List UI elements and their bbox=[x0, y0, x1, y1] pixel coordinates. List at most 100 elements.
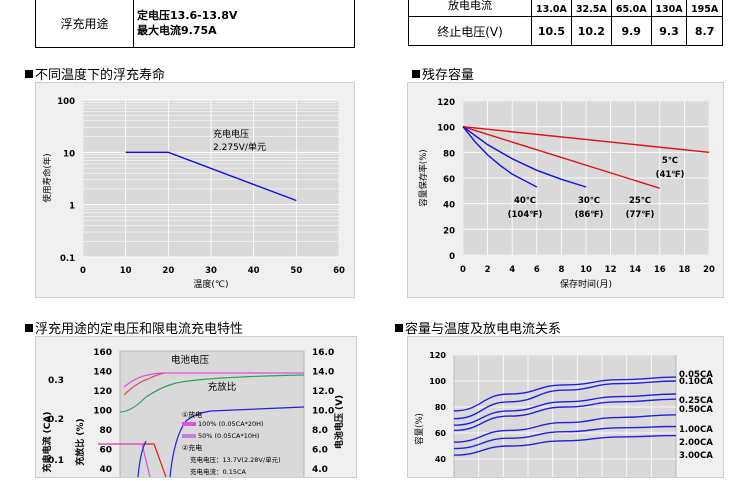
y-axis-label: 使用寿命(年) bbox=[42, 153, 53, 202]
x-tick-label: 50 bbox=[290, 266, 302, 276]
left-tick-label: 60 bbox=[99, 446, 112, 456]
x-tick-label: 2 bbox=[485, 265, 491, 275]
y-tick-label: 100 bbox=[437, 124, 455, 134]
x-tick-label: 12 bbox=[605, 265, 617, 275]
annotation-label: 充电电压 bbox=[213, 128, 249, 140]
x-tick-label: 60 bbox=[333, 266, 345, 276]
charge-label: ②充电 bbox=[182, 443, 202, 452]
x-tick-label: 18 bbox=[678, 265, 690, 275]
series-label: 2.00CA bbox=[679, 438, 713, 448]
series-line bbox=[462, 125, 710, 154]
x-tick-label: 10 bbox=[120, 266, 132, 276]
y-axis-label-right: 电池电压 (V) bbox=[333, 395, 345, 449]
series-line bbox=[453, 414, 677, 443]
left-tick-label: 40 bbox=[99, 465, 112, 475]
ratio-curve-100 bbox=[123, 372, 304, 388]
x-tick-label: 8 bbox=[558, 265, 564, 275]
spec-table-right: 放电电流 13.0A 32.5A 65.0A 130A 195A 终止电压(V)… bbox=[408, 0, 723, 46]
left-tick-label: 80 bbox=[99, 426, 112, 436]
series-label: 1.00CA bbox=[679, 425, 713, 435]
voltage-cell: 8.7 bbox=[686, 16, 723, 46]
y-tick-label: 10 bbox=[63, 149, 75, 159]
legend-swatch-100 bbox=[182, 422, 196, 426]
left2-tick-label: 0.1 bbox=[48, 456, 64, 466]
voltage-curve bbox=[119, 374, 305, 413]
x-tick-label: 16 bbox=[654, 265, 666, 275]
ratio-label: 充放比 bbox=[208, 381, 237, 393]
series-label: 5℃ bbox=[662, 156, 678, 166]
float-life-panel: 100 10 1 0.1 0 10 20 30 40 50 60 充电电压 2.275V/单元 温度(℃)… bbox=[35, 82, 355, 298]
current-cell: 65.0A bbox=[610, 0, 652, 17]
y-tick-label: 80 bbox=[443, 149, 455, 159]
y-tick-label: 120 bbox=[429, 351, 446, 360]
right-tick-label: 4.0 bbox=[312, 465, 328, 475]
section-title-residual: 残存容量 bbox=[412, 64, 474, 83]
series-line bbox=[462, 126, 538, 188]
y-axis-label-left2: 充放比 (%) bbox=[74, 418, 86, 465]
series-line bbox=[462, 125, 661, 189]
current-cell: 130A bbox=[650, 0, 688, 17]
left-tick-label: 140 bbox=[93, 368, 112, 378]
y-tick-label: 100 bbox=[57, 97, 75, 107]
discharge-curve bbox=[169, 406, 305, 478]
legend-100: 100% (0.05CA*20H) bbox=[198, 420, 264, 428]
x-tick-label: 0 bbox=[80, 266, 86, 276]
y-tick-label: 120 bbox=[437, 98, 455, 108]
y-tick-label: 60 bbox=[443, 175, 455, 185]
voltage-cell: 9.9 bbox=[610, 16, 652, 46]
y-tick-label: 40 bbox=[443, 201, 455, 211]
right-tick-label: 16.0 bbox=[312, 348, 334, 358]
current-cell: 195A bbox=[686, 0, 723, 17]
y-axis-label: 容量保存率(%) bbox=[418, 149, 429, 206]
spec-table-left: 浮充用途 定电压13.6-13.8V 最大电流9.75A bbox=[35, 0, 355, 48]
discharge-current-label: 放电电流 bbox=[408, 0, 532, 17]
y-tick-label: 60 bbox=[435, 429, 447, 438]
x-tick-label: 6 bbox=[534, 265, 540, 275]
left-tick-label: 120 bbox=[93, 387, 112, 397]
current-line-50 bbox=[98, 443, 151, 478]
right-tick-label: 8.0 bbox=[312, 426, 328, 436]
x-tick-label: 10 bbox=[580, 265, 592, 275]
discharge-label: ①放电 bbox=[182, 410, 202, 419]
series-label: 3.00CA bbox=[679, 451, 713, 461]
series-line bbox=[453, 393, 677, 426]
y-tick-label: 0.1 bbox=[60, 254, 75, 264]
series-line bbox=[462, 126, 587, 188]
voltage-cell: 10.5 bbox=[531, 16, 572, 46]
left-tick-label: 100 bbox=[93, 407, 112, 417]
plot-area bbox=[453, 354, 677, 481]
spec-voltage: 定电压13.6-13.8V bbox=[137, 9, 238, 22]
x-axis-label: 保存时间(月) bbox=[560, 278, 612, 290]
x-axis-label: 温度(℃) bbox=[193, 278, 228, 290]
voltage-cell: 10.2 bbox=[570, 16, 612, 46]
x-tick-label: 30 bbox=[205, 266, 217, 276]
left2-tick-label: 0.3 bbox=[48, 376, 64, 386]
right-tick-label: 12.0 bbox=[312, 387, 334, 397]
series-line bbox=[453, 425, 677, 450]
right-tick-label: 6.0 bbox=[312, 446, 328, 456]
charge-voltage-label: 充电电压：13.7V(2.28V/单元) bbox=[190, 455, 281, 464]
x-tick-label: 4 bbox=[509, 265, 515, 275]
series-line bbox=[453, 398, 677, 432]
y-axis-label-left: 充电电流 (CA) bbox=[41, 412, 53, 473]
section-title-float-life: 不同温度下的浮充寿命 bbox=[25, 64, 165, 83]
series-label: 0.10CA bbox=[679, 377, 713, 387]
y-tick-label: 40 bbox=[435, 455, 447, 464]
series-line bbox=[453, 380, 677, 420]
series-label: 25℃ bbox=[629, 196, 651, 206]
series-label: (86℉) bbox=[575, 210, 604, 220]
y-tick-label: 100 bbox=[429, 377, 446, 386]
x-tick-label: 40 bbox=[248, 266, 260, 276]
y-axis-label: 容量(%) bbox=[414, 413, 425, 445]
series-label: 0.50CA bbox=[679, 405, 713, 415]
right-tick-label: 14.0 bbox=[312, 368, 334, 378]
spec-current: 最大电流9.75A bbox=[137, 24, 217, 37]
capacity-panel: 120 100 80 60 40 0.05CA 0.10CA 0.25CA 0.50CA 1.00… bbox=[407, 336, 724, 481]
charge-panel: 160 140 120 100 80 60 40 16.0 14.0 12.0 10.0 8.0 6.0… bbox=[35, 336, 357, 481]
series-label: 30℃ bbox=[578, 196, 600, 206]
legend-50: 50% (0.05CA*10H) bbox=[198, 432, 259, 440]
end-voltage-label: 终止电压(V) bbox=[408, 16, 532, 46]
y-tick-label: 1 bbox=[69, 202, 75, 212]
residual-chart: 0 20 40 60 80 100 120 0 2 4 6 8 10 12 14 16 18 20 5℃ (41℉) 2… bbox=[418, 98, 715, 290]
